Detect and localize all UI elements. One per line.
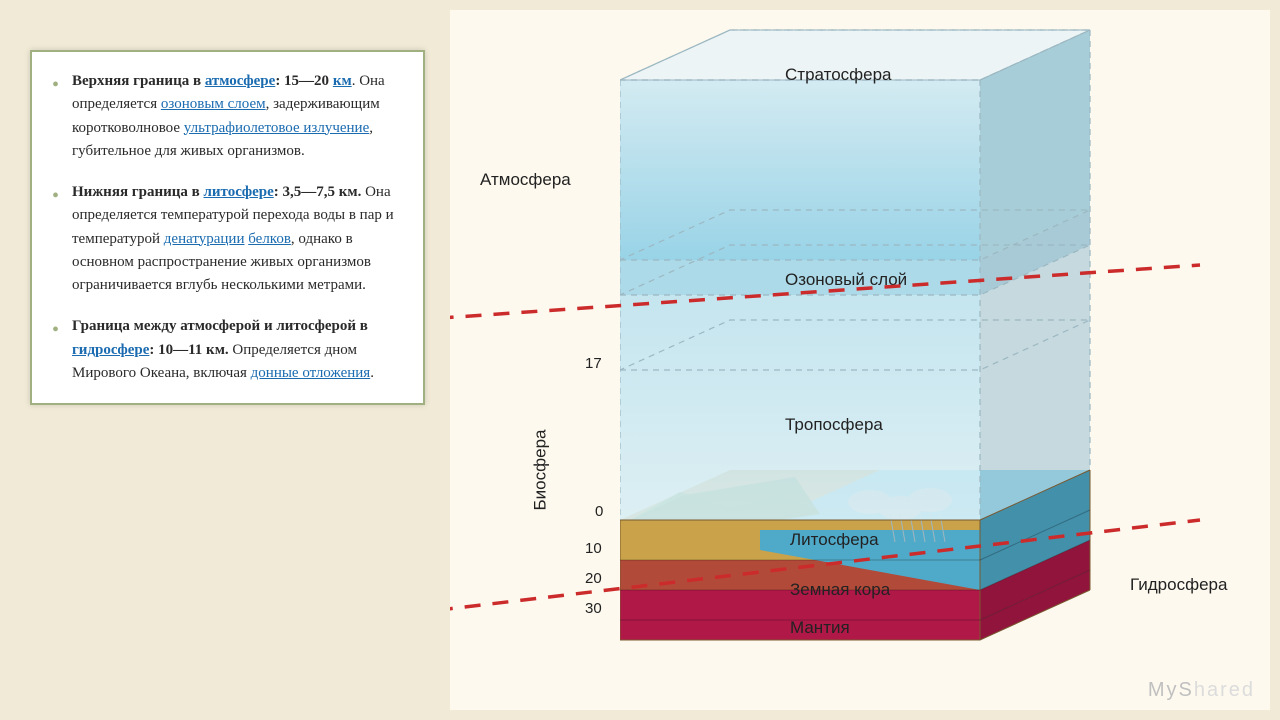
label-lithosphere: Литосфера bbox=[790, 530, 879, 550]
text-item: Верхняя граница в атмосфере: 15—20 км. О… bbox=[42, 70, 403, 163]
text-item: Нижняя граница в литосфере: 3,5—7,5 км. … bbox=[42, 181, 403, 297]
text-panel: Верхняя граница в атмосфере: 15—20 км. О… bbox=[30, 50, 425, 405]
watermark-b: hared bbox=[1194, 679, 1255, 701]
label-ozone: Озоновый слой bbox=[785, 270, 907, 290]
label-troposphere: Тропосфера bbox=[785, 415, 883, 435]
label-hydrosphere: Гидросфера bbox=[1130, 575, 1227, 595]
biosphere-diagram bbox=[620, 20, 1260, 700]
axis-tick-10: 10 bbox=[585, 540, 602, 557]
axis-tick-0: 0 bbox=[595, 503, 603, 520]
label-mantle: Мантия bbox=[790, 618, 850, 638]
label-biosphere: Биосфера bbox=[530, 430, 550, 511]
axis-tick-17: 17 bbox=[585, 355, 602, 372]
text-item: Граница между атмосферой и литосферой в … bbox=[42, 315, 403, 385]
watermark: MyShared bbox=[1148, 679, 1255, 702]
watermark-a: MyS bbox=[1148, 679, 1194, 701]
label-atmosphere: Атмосфера bbox=[480, 170, 571, 190]
axis-tick-30: 30 bbox=[585, 600, 602, 617]
axis-tick-20: 20 bbox=[585, 570, 602, 587]
diagram-area: Стратосфера Атмосфера Озоновый слой Троп… bbox=[450, 10, 1270, 710]
label-crust: Земная кора bbox=[790, 580, 890, 600]
label-stratosphere: Стратосфера bbox=[785, 65, 892, 85]
text-list: Верхняя граница в атмосфере: 15—20 км. О… bbox=[42, 70, 403, 385]
